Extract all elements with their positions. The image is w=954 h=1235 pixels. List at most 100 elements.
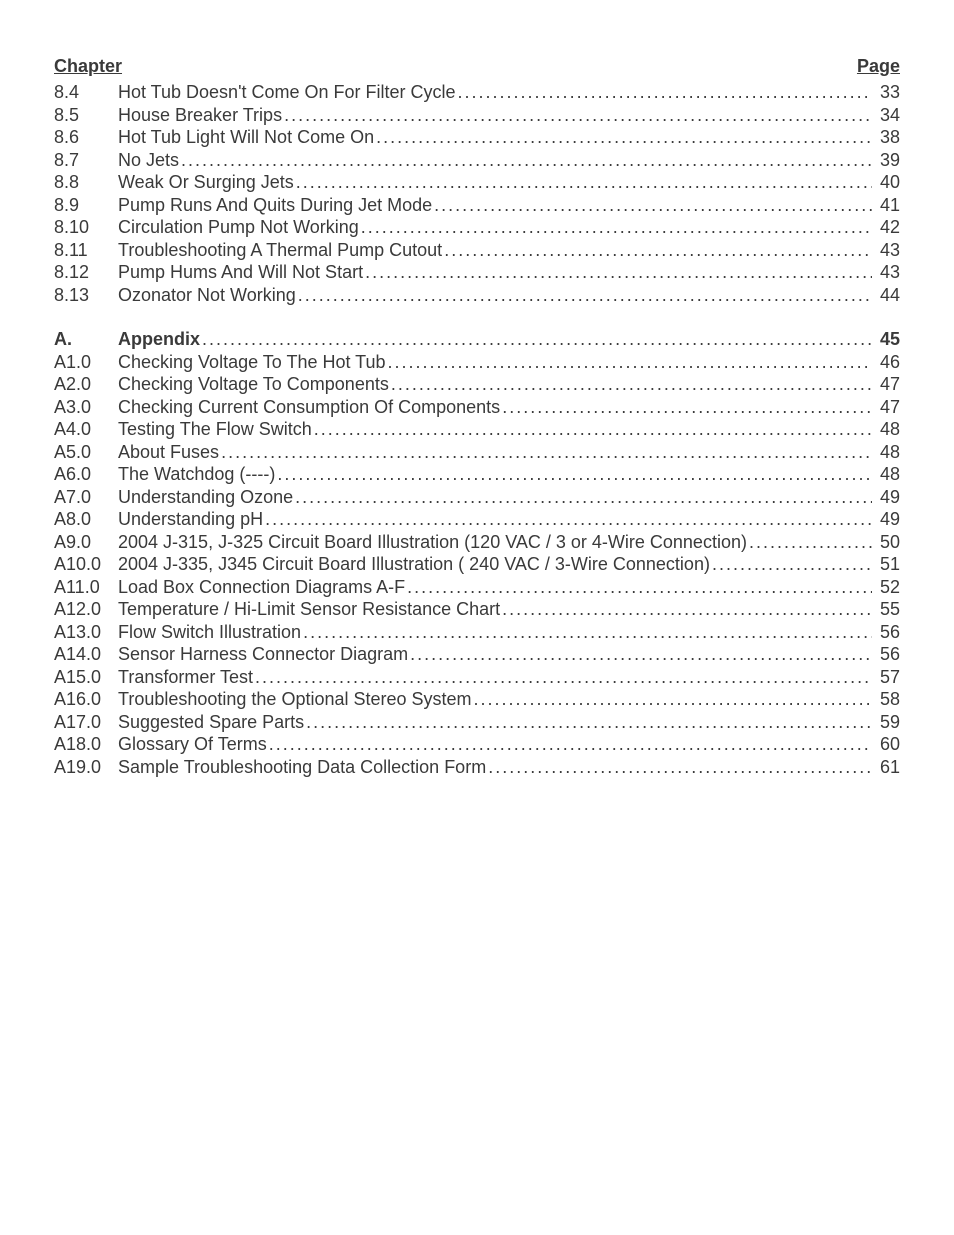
toc-row: A18.0Glossary Of Terms 60 bbox=[54, 733, 900, 756]
toc-title: Understanding pH bbox=[118, 508, 263, 531]
toc-chapter-number: 8.7 bbox=[54, 149, 118, 172]
toc-title: Understanding Ozone bbox=[118, 486, 293, 509]
toc-row: A12.0Temperature / Hi-Limit Sensor Resis… bbox=[54, 598, 900, 621]
toc-row: A9.02004 J-315, J-325 Circuit Board Illu… bbox=[54, 531, 900, 554]
toc-row: A1.0Checking Voltage To The Hot Tub 46 bbox=[54, 351, 900, 374]
toc-chapter-number: 8.6 bbox=[54, 126, 118, 149]
toc-chapter-number: A16.0 bbox=[54, 688, 118, 711]
toc-leader-dots bbox=[179, 149, 872, 172]
toc-chapter-number: A2.0 bbox=[54, 373, 118, 396]
toc-chapter-number: 8.13 bbox=[54, 284, 118, 307]
toc-leader-dots bbox=[486, 756, 872, 779]
toc-leader-dots bbox=[312, 418, 872, 441]
toc-body: 8.4Hot Tub Doesn't Come On For Filter Cy… bbox=[54, 81, 900, 778]
toc-row: 8.11Troubleshooting A Thermal Pump Cutou… bbox=[54, 239, 900, 262]
toc-leader-dots bbox=[293, 486, 872, 509]
toc-leader-dots bbox=[408, 643, 872, 666]
toc-row: 8.13Ozonator Not Working 44 bbox=[54, 284, 900, 307]
toc-chapter-number: 8.9 bbox=[54, 194, 118, 217]
toc-title: Load Box Connection Diagrams A-F bbox=[118, 576, 405, 599]
toc-chapter-number: A14.0 bbox=[54, 643, 118, 666]
toc-row: 8.6Hot Tub Light Will Not Come On 38 bbox=[54, 126, 900, 149]
toc-chapter-number: A9.0 bbox=[54, 531, 118, 554]
toc-title: Appendix bbox=[118, 328, 200, 351]
toc-page-number: 33 bbox=[872, 81, 900, 104]
toc-page-number: 39 bbox=[872, 149, 900, 172]
toc-page-number: 43 bbox=[872, 239, 900, 262]
toc-chapter-number: A11.0 bbox=[54, 576, 118, 599]
toc-title: No Jets bbox=[118, 149, 179, 172]
toc-leader-dots bbox=[500, 598, 872, 621]
toc-page-number: 55 bbox=[872, 598, 900, 621]
toc-page-number: 58 bbox=[872, 688, 900, 711]
toc-leader-dots bbox=[472, 688, 872, 711]
toc-title: Troubleshooting A Thermal Pump Cutout bbox=[118, 239, 442, 262]
toc-chapter-number: A. bbox=[54, 328, 118, 351]
toc-page-number: 57 bbox=[872, 666, 900, 689]
toc-leader-dots bbox=[253, 666, 872, 689]
toc-title: Ozonator Not Working bbox=[118, 284, 296, 307]
toc-row: A6.0The Watchdog (----) 48 bbox=[54, 463, 900, 486]
toc-header-chapter: Chapter bbox=[54, 56, 122, 77]
toc-leader-dots bbox=[219, 441, 872, 464]
toc-title: Checking Voltage To The Hot Tub bbox=[118, 351, 386, 374]
toc-leader-dots bbox=[456, 81, 872, 104]
toc-page-number: 40 bbox=[872, 171, 900, 194]
toc-chapter-number: 8.11 bbox=[54, 239, 118, 262]
toc-page-number: 51 bbox=[872, 553, 900, 576]
toc-leader-dots bbox=[386, 351, 872, 374]
toc-leader-dots bbox=[296, 284, 872, 307]
toc-page-number: 45 bbox=[872, 328, 900, 351]
toc-page-number: 43 bbox=[872, 261, 900, 284]
toc-header-page: Page bbox=[857, 56, 900, 77]
toc-leader-dots bbox=[282, 104, 872, 127]
toc-row: 8.12Pump Hums And Will Not Start 43 bbox=[54, 261, 900, 284]
toc-page-number: 59 bbox=[872, 711, 900, 734]
toc-leader-dots bbox=[304, 711, 872, 734]
toc-page-number: 47 bbox=[872, 396, 900, 419]
toc-page-number: 48 bbox=[872, 418, 900, 441]
toc-page-number: 48 bbox=[872, 463, 900, 486]
toc-title: Temperature / Hi-Limit Sensor Resistance… bbox=[118, 598, 500, 621]
toc-row: A2.0Checking Voltage To Components 47 bbox=[54, 373, 900, 396]
toc-row: 8.10Circulation Pump Not Working 42 bbox=[54, 216, 900, 239]
toc-title: About Fuses bbox=[118, 441, 219, 464]
toc-leader-dots bbox=[500, 396, 872, 419]
toc-leader-dots bbox=[359, 216, 872, 239]
toc-title: Pump Hums And Will Not Start bbox=[118, 261, 363, 284]
toc-leader-dots bbox=[442, 239, 872, 262]
toc-title: Flow Switch Illustration bbox=[118, 621, 301, 644]
toc-page-number: 56 bbox=[872, 621, 900, 644]
toc-page-number: 47 bbox=[872, 373, 900, 396]
toc-page-number: 42 bbox=[872, 216, 900, 239]
toc-row: A16.0Troubleshooting the Optional Stereo… bbox=[54, 688, 900, 711]
toc-leader-dots bbox=[275, 463, 872, 486]
toc-chapter-number: A19.0 bbox=[54, 756, 118, 779]
toc-title: Sensor Harness Connector Diagram bbox=[118, 643, 408, 666]
toc-row: A19.0Sample Troubleshooting Data Collect… bbox=[54, 756, 900, 779]
toc-row: A7.0Understanding Ozone 49 bbox=[54, 486, 900, 509]
toc-chapter-number: A1.0 bbox=[54, 351, 118, 374]
toc-page-number: 46 bbox=[872, 351, 900, 374]
toc-row: 8.8Weak Or Surging Jets 40 bbox=[54, 171, 900, 194]
toc-row: 8.9Pump Runs And Quits During Jet Mode 4… bbox=[54, 194, 900, 217]
toc-leader-dots bbox=[267, 733, 872, 756]
toc-title: Suggested Spare Parts bbox=[118, 711, 304, 734]
toc-chapter-number: A6.0 bbox=[54, 463, 118, 486]
toc-chapter-number: A8.0 bbox=[54, 508, 118, 531]
toc-title: 2004 J-315, J-325 Circuit Board Illustra… bbox=[118, 531, 747, 554]
toc-row: A13.0Flow Switch Illustration 56 bbox=[54, 621, 900, 644]
toc-page-number: 38 bbox=[872, 126, 900, 149]
toc-leader-dots bbox=[389, 373, 872, 396]
toc-chapter-number: A18.0 bbox=[54, 733, 118, 756]
document-page: Chapter Page 8.4Hot Tub Doesn't Come On … bbox=[0, 0, 954, 1235]
toc-leader-dots bbox=[747, 531, 872, 554]
toc-leader-dots bbox=[710, 553, 872, 576]
toc-gap bbox=[54, 306, 900, 328]
toc-title: Checking Current Consumption Of Componen… bbox=[118, 396, 500, 419]
toc-page-number: 44 bbox=[872, 284, 900, 307]
toc-chapter-number: 8.10 bbox=[54, 216, 118, 239]
toc-title: Transformer Test bbox=[118, 666, 253, 689]
toc-chapter-number: A5.0 bbox=[54, 441, 118, 464]
toc-page-number: 52 bbox=[872, 576, 900, 599]
